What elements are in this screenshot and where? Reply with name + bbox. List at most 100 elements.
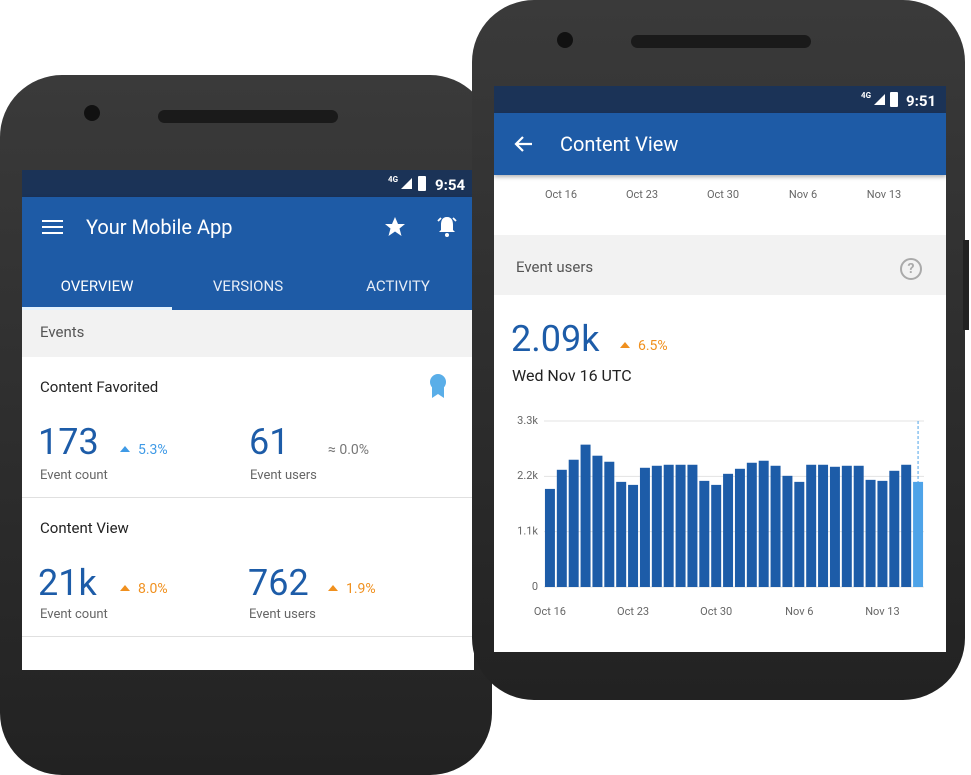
bar — [639, 467, 650, 587]
bar — [592, 455, 603, 587]
app-bar: Your Mobile App OVERVIEW VERSIONS ACTIVI… — [22, 197, 474, 310]
change-text: 5.3% — [138, 442, 168, 458]
bar — [723, 473, 734, 587]
section-header: Event users ? — [494, 235, 946, 295]
tab[interactable]: OVERVIEW — [60, 277, 134, 295]
network: 4G — [388, 175, 399, 184]
card[interactable]: Content View 21k 8.0% Event count 762 1.… — [22, 498, 474, 637]
alert-button[interactable] — [435, 214, 459, 238]
metric-change: 8.0% — [120, 581, 168, 597]
bar — [663, 464, 674, 587]
status-bar: 4G 9:51 — [494, 86, 946, 113]
bar — [687, 464, 698, 587]
clock: 9:54 — [435, 176, 466, 194]
tab[interactable]: ACTIVITY — [366, 277, 430, 295]
metric-date: Wed Nov 16 UTC — [512, 366, 632, 385]
tab-indicator — [22, 307, 172, 310]
side-button — [963, 240, 969, 330]
phone-left: 4G 9:54 Your Mobile App OVERVIEW VERSION… — [0, 75, 492, 775]
prev-axis: Oct 16 Oct 23 Oct 30 Nov 6 Nov 13 — [494, 175, 946, 235]
x-tick-label: Nov 13 — [865, 605, 899, 618]
bar — [901, 464, 912, 587]
axis-label: Nov 6 — [788, 188, 818, 201]
metric-change: 6.5% — [620, 338, 668, 354]
axis-label: Nov 13 — [866, 188, 902, 201]
bar — [628, 484, 639, 587]
network: 4G — [861, 91, 872, 100]
axis-label: Oct 16 — [544, 188, 578, 201]
signal-icon — [874, 94, 885, 105]
metric-label: Event count — [40, 468, 108, 483]
bar — [580, 444, 591, 587]
bar — [604, 461, 615, 587]
change-text: 1.9% — [346, 581, 376, 597]
bar — [746, 462, 757, 587]
y-tick-label: 1.1k — [517, 525, 538, 538]
bar — [865, 479, 876, 587]
signal-icon — [401, 178, 412, 189]
badge-icon — [430, 374, 446, 398]
axis-label: Oct 23 — [625, 188, 659, 201]
bar — [651, 465, 662, 587]
app-title: Your Mobile App — [86, 215, 233, 239]
metric-value: 21k — [38, 562, 97, 604]
metric-change: 1.9% — [328, 581, 376, 597]
bar — [889, 470, 900, 587]
section-header: Events — [22, 310, 474, 357]
bar — [806, 464, 817, 587]
camera — [557, 32, 573, 48]
x-tick-label: Oct 30 — [700, 605, 732, 618]
metric-value: 762 — [248, 562, 309, 604]
phone-right: 4G 9:51 Oct 16 Oct 23 Oct 30 Nov 6 Nov 1… — [472, 0, 969, 700]
metric-label: Event users — [250, 468, 317, 483]
bar — [770, 465, 781, 587]
metric-label: Event count — [40, 607, 108, 622]
metric-value: 173 — [38, 421, 99, 463]
help-icon[interactable]: ? — [900, 258, 922, 280]
bar — [853, 465, 864, 587]
bar — [841, 465, 852, 587]
bar — [699, 480, 710, 587]
screen: 4G 9:51 Oct 16 Oct 23 Oct 30 Nov 6 Nov 1… — [494, 86, 946, 652]
axis-label: Oct 30 — [706, 188, 740, 201]
bar — [818, 464, 829, 587]
metric-value: 2.09k — [511, 318, 600, 360]
bar-chart: 0 1.1k 2.2k 3.3k Oct 16 Oct 23 Oct 30 Nov 6 Nov … — [517, 414, 924, 618]
star-button[interactable] — [384, 216, 406, 238]
y-tick-label: 0 — [532, 580, 538, 593]
app-bar: Content View — [494, 113, 946, 175]
card[interactable]: Content Favorited 173 5.3% Event count 6… — [22, 357, 474, 498]
section-title: Event users — [516, 258, 594, 276]
metric-change: ≈ 0.0% — [328, 442, 370, 458]
status-bar: 4G 9:54 — [22, 170, 474, 197]
y-tick-label: 2.2k — [517, 469, 538, 482]
change-text: 6.5% — [638, 338, 668, 354]
x-tick-label: Nov 6 — [785, 605, 813, 618]
metric-label: Event users — [249, 607, 316, 622]
bar — [675, 464, 686, 587]
bar — [794, 481, 805, 587]
speaker — [631, 35, 811, 48]
camera — [84, 105, 100, 121]
bar — [829, 466, 840, 587]
battery-icon — [890, 92, 898, 107]
card-title: Content Favorited — [40, 378, 159, 396]
y-tick-label: 3.3k — [517, 414, 538, 427]
bar — [877, 480, 888, 587]
tab[interactable]: VERSIONS — [212, 277, 284, 295]
bar — [758, 460, 769, 587]
bar — [616, 481, 627, 587]
battery-icon — [418, 176, 426, 191]
bar — [734, 468, 745, 587]
metric-value: 61 — [249, 421, 290, 463]
menu-button[interactable] — [42, 220, 63, 234]
change-text: 8.0% — [138, 581, 168, 597]
section-title: Events — [40, 323, 85, 341]
screen: 4G 9:54 Your Mobile App OVERVIEW VERSION… — [22, 170, 474, 670]
card-title: Content View — [40, 519, 129, 537]
back-button[interactable] — [514, 135, 534, 153]
bar — [711, 484, 722, 587]
bar — [913, 481, 924, 587]
bar — [568, 459, 579, 587]
